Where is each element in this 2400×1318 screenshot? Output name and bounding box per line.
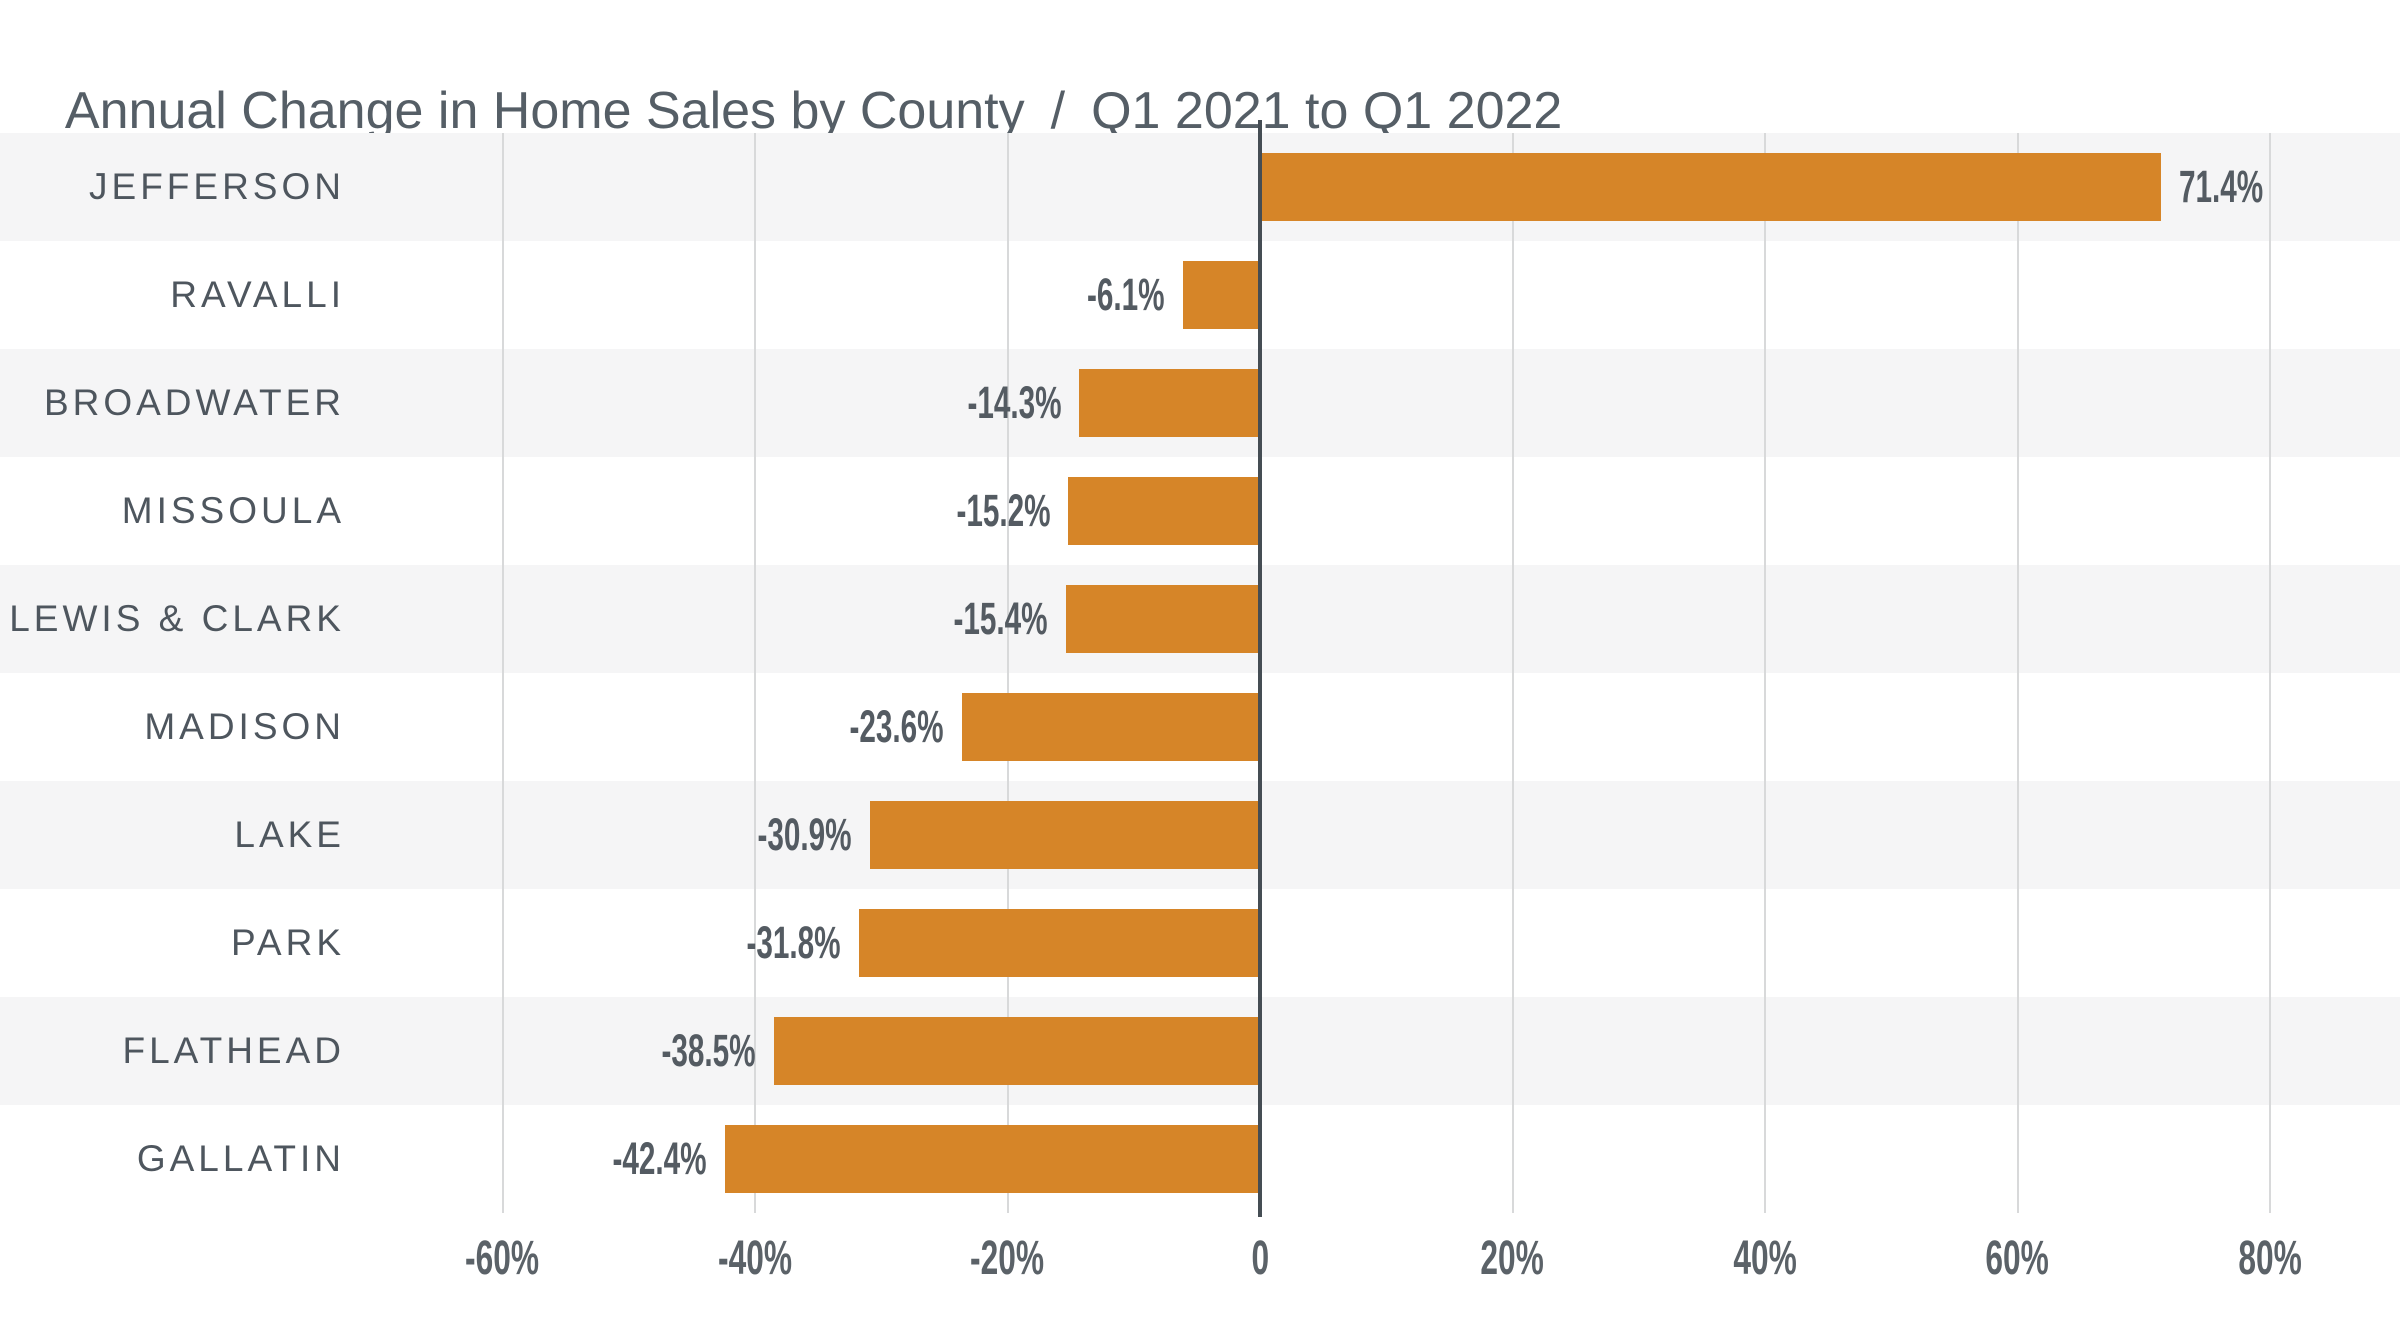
value-label: -15.4% xyxy=(648,565,1048,673)
bar-broadwater xyxy=(1079,369,1260,437)
x-axis-tick-label-text: 0 xyxy=(1251,1232,1269,1285)
value-label: -42.4% xyxy=(307,1105,707,1213)
value-label-text: -31.8% xyxy=(746,917,841,968)
value-label-text: -42.4% xyxy=(612,1133,707,1184)
gridline xyxy=(754,133,756,1213)
category-label: FLATHEAD xyxy=(122,1030,345,1071)
value-label: -30.9% xyxy=(452,781,852,889)
gridline xyxy=(1764,133,1766,1213)
gridline xyxy=(1511,133,1514,1213)
bar-flathead xyxy=(773,1017,1260,1085)
x-axis-tick-label: 0 xyxy=(1110,1231,1410,1287)
value-label-text: 71.4% xyxy=(2179,161,2264,212)
category-label: MISSOULA xyxy=(121,490,345,531)
chart-title-separator: / xyxy=(1050,82,1066,140)
chart-title-period: Q1 2021 to Q1 2022 xyxy=(1091,82,1563,140)
category-label: BROADWATER xyxy=(43,382,345,423)
x-axis-tick-label: 80% xyxy=(2120,1231,2400,1287)
bar-madison xyxy=(962,693,1260,761)
x-axis-tick-label: -40% xyxy=(605,1231,905,1287)
value-label-text: -15.4% xyxy=(953,593,1048,644)
bar-jefferson xyxy=(1260,153,2162,221)
x-axis-tick-label-text: 80% xyxy=(2238,1232,2302,1285)
x-axis-tick-label: 60% xyxy=(1868,1231,2168,1287)
value-label: 71.4% xyxy=(2179,133,2400,241)
category-label: LAKE xyxy=(234,814,345,855)
value-label-text: -23.6% xyxy=(849,701,945,752)
chart-title-main: Annual Change in Home Sales by County xyxy=(64,82,1025,140)
bar-lewis-clark xyxy=(1065,585,1260,653)
category-label: MADISON xyxy=(144,706,345,747)
category-label: JEFFERSON xyxy=(89,166,345,207)
bar-park xyxy=(858,909,1260,977)
x-axis-tick-label-text: 60% xyxy=(1985,1232,2050,1285)
bar-missoula xyxy=(1068,477,1260,545)
x-axis-tick-label-text: -60% xyxy=(465,1232,540,1285)
x-axis-tick-label-text: 20% xyxy=(1480,1232,1545,1285)
value-label-text: -14.3% xyxy=(967,377,1062,428)
value-label: -38.5% xyxy=(356,997,756,1105)
bar-ravalli xyxy=(1182,261,1260,329)
value-label-text: -30.9% xyxy=(757,809,852,860)
value-label: -6.1% xyxy=(765,241,1165,349)
gridline xyxy=(1006,133,1009,1213)
value-label: -23.6% xyxy=(544,673,944,781)
x-axis-tick-label: -20% xyxy=(858,1231,1158,1287)
x-axis-tick-label: 40% xyxy=(1615,1231,1915,1287)
value-label: -14.3% xyxy=(661,349,1061,457)
x-axis-tick-label: -60% xyxy=(353,1231,653,1287)
gridline xyxy=(2269,133,2271,1213)
x-axis-tick-label: 20% xyxy=(1363,1231,1663,1287)
value-label: -31.8% xyxy=(441,889,841,997)
value-label-text: -6.1% xyxy=(1087,269,1165,320)
chart-title: Annual Change in Home Sales by County / Q1… xyxy=(10,18,1562,204)
zero-axis-line xyxy=(1258,120,1262,1217)
category-label: RAVALLI xyxy=(170,274,345,315)
x-axis-tick-label-text: 40% xyxy=(1733,1232,1797,1285)
category-label: LEWIS & CLARK xyxy=(9,598,345,639)
value-label: -15.2% xyxy=(650,457,1050,565)
bar-gallatin xyxy=(724,1125,1260,1193)
x-axis-tick-label-text: -40% xyxy=(718,1232,792,1285)
gridline xyxy=(501,133,504,1213)
bar-lake xyxy=(869,801,1260,869)
value-label-text: -15.2% xyxy=(955,485,1051,536)
category-label: GALLATIN xyxy=(136,1138,345,1179)
value-label-text: -38.5% xyxy=(661,1025,756,1076)
gridline xyxy=(2016,133,2019,1213)
category-label: PARK xyxy=(230,922,345,963)
x-axis-tick-label-text: -20% xyxy=(970,1232,1045,1285)
